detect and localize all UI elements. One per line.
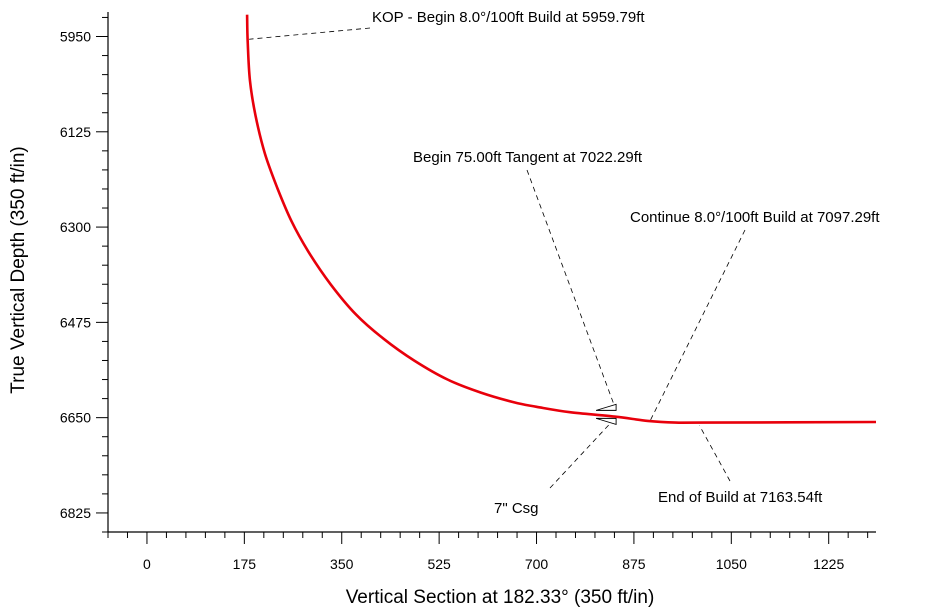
x-tick-label: 875 (622, 556, 646, 572)
annotation-csg: 7" Csg (494, 500, 539, 517)
x-tick-label: 1225 (813, 556, 844, 572)
annotation-end-of-build-leader (699, 425, 731, 482)
y-tick-label: 6125 (60, 124, 91, 140)
y-axis-title: True Vertical Depth (350 ft/in) (8, 146, 29, 393)
x-tick-label: 700 (525, 556, 549, 572)
x-tick-label: 1050 (716, 556, 747, 572)
well-path-line (245, 14, 877, 424)
annotation-tangent-leader (526, 169, 615, 406)
annotation-tangent: Begin 75.00ft Tangent at 7022.29ft (413, 149, 643, 166)
annotation-continue-build: Continue 8.0°/100ft Build at 7097.29ft (630, 209, 880, 226)
annotation-end-of-build: End of Build at 7163.54ft (658, 489, 823, 506)
y-tick-label: 6825 (60, 505, 91, 521)
y-tick-label: 6300 (60, 219, 91, 235)
annotation-kop: KOP - Begin 8.0°/100ft Build at 5959.79f… (372, 9, 645, 26)
casing-marker-lower (595, 417, 617, 425)
x-tick-label: 0 (143, 556, 151, 572)
series-layer (245, 14, 877, 424)
annotation-csg-leader (549, 421, 613, 489)
casing-marker-upper (595, 403, 617, 411)
annotations: KOP - Begin 8.0°/100ft Build at 5959.79f… (249, 9, 880, 517)
axes: 5950 6125 6300 6475 6650 6825 0 175 350 525 700 875… (60, 12, 876, 572)
x-tick-label: 175 (233, 556, 257, 572)
annotation-continue-build-leader (650, 229, 746, 421)
x-tick-label: 525 (427, 556, 451, 572)
y-tick-label: 6475 (60, 314, 91, 330)
y-tick-label: 5950 (60, 29, 91, 45)
x-axis-title: Vertical Section at 182.33° (350 ft/in) (346, 587, 655, 608)
annotation-kop-leader (249, 27, 371, 40)
y-tick-label: 6650 (60, 410, 91, 426)
x-tick-label: 350 (330, 556, 354, 572)
